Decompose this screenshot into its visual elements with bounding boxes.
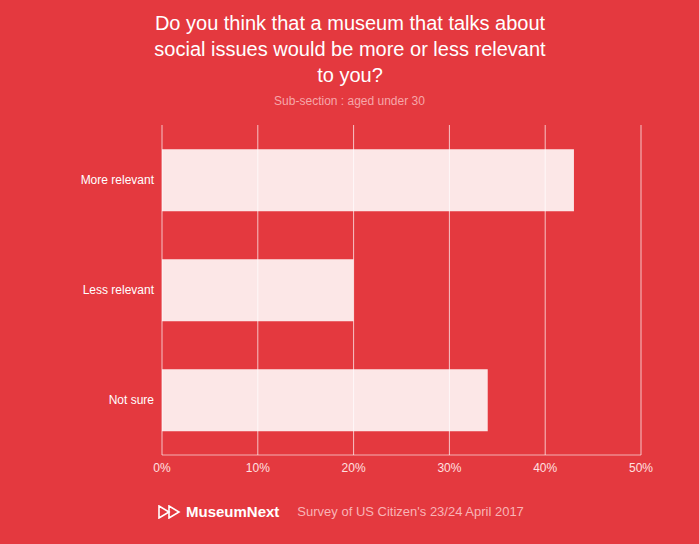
html-text:Sub-section : aged under 30: Sub-section : aged under 30 — [274, 94, 425, 108]
svg-text:40%: 40% — [533, 461, 557, 475]
svg-text:More relevant: More relevant — [81, 173, 155, 187]
svg-text:Not sure: Not sure — [109, 393, 155, 407]
html-text:MuseumNext: MuseumNext — [186, 503, 280, 520]
svg-text:30%: 30% — [437, 461, 461, 475]
svg-text:10%: 10% — [246, 461, 270, 475]
svg-text:20%: 20% — [342, 461, 366, 475]
svg-text:0%: 0% — [153, 461, 171, 475]
svg-text:Less relevant: Less relevant — [83, 283, 155, 297]
svg-text:50%: 50% — [629, 461, 653, 475]
html-text:Do you think that a museum tha: Do you think that a museum that talks ab… — [154, 12, 546, 86]
html-text:Survey of US Citizen's 23/24 A: Survey of US Citizen's 23/24 April 2017 — [297, 504, 524, 519]
